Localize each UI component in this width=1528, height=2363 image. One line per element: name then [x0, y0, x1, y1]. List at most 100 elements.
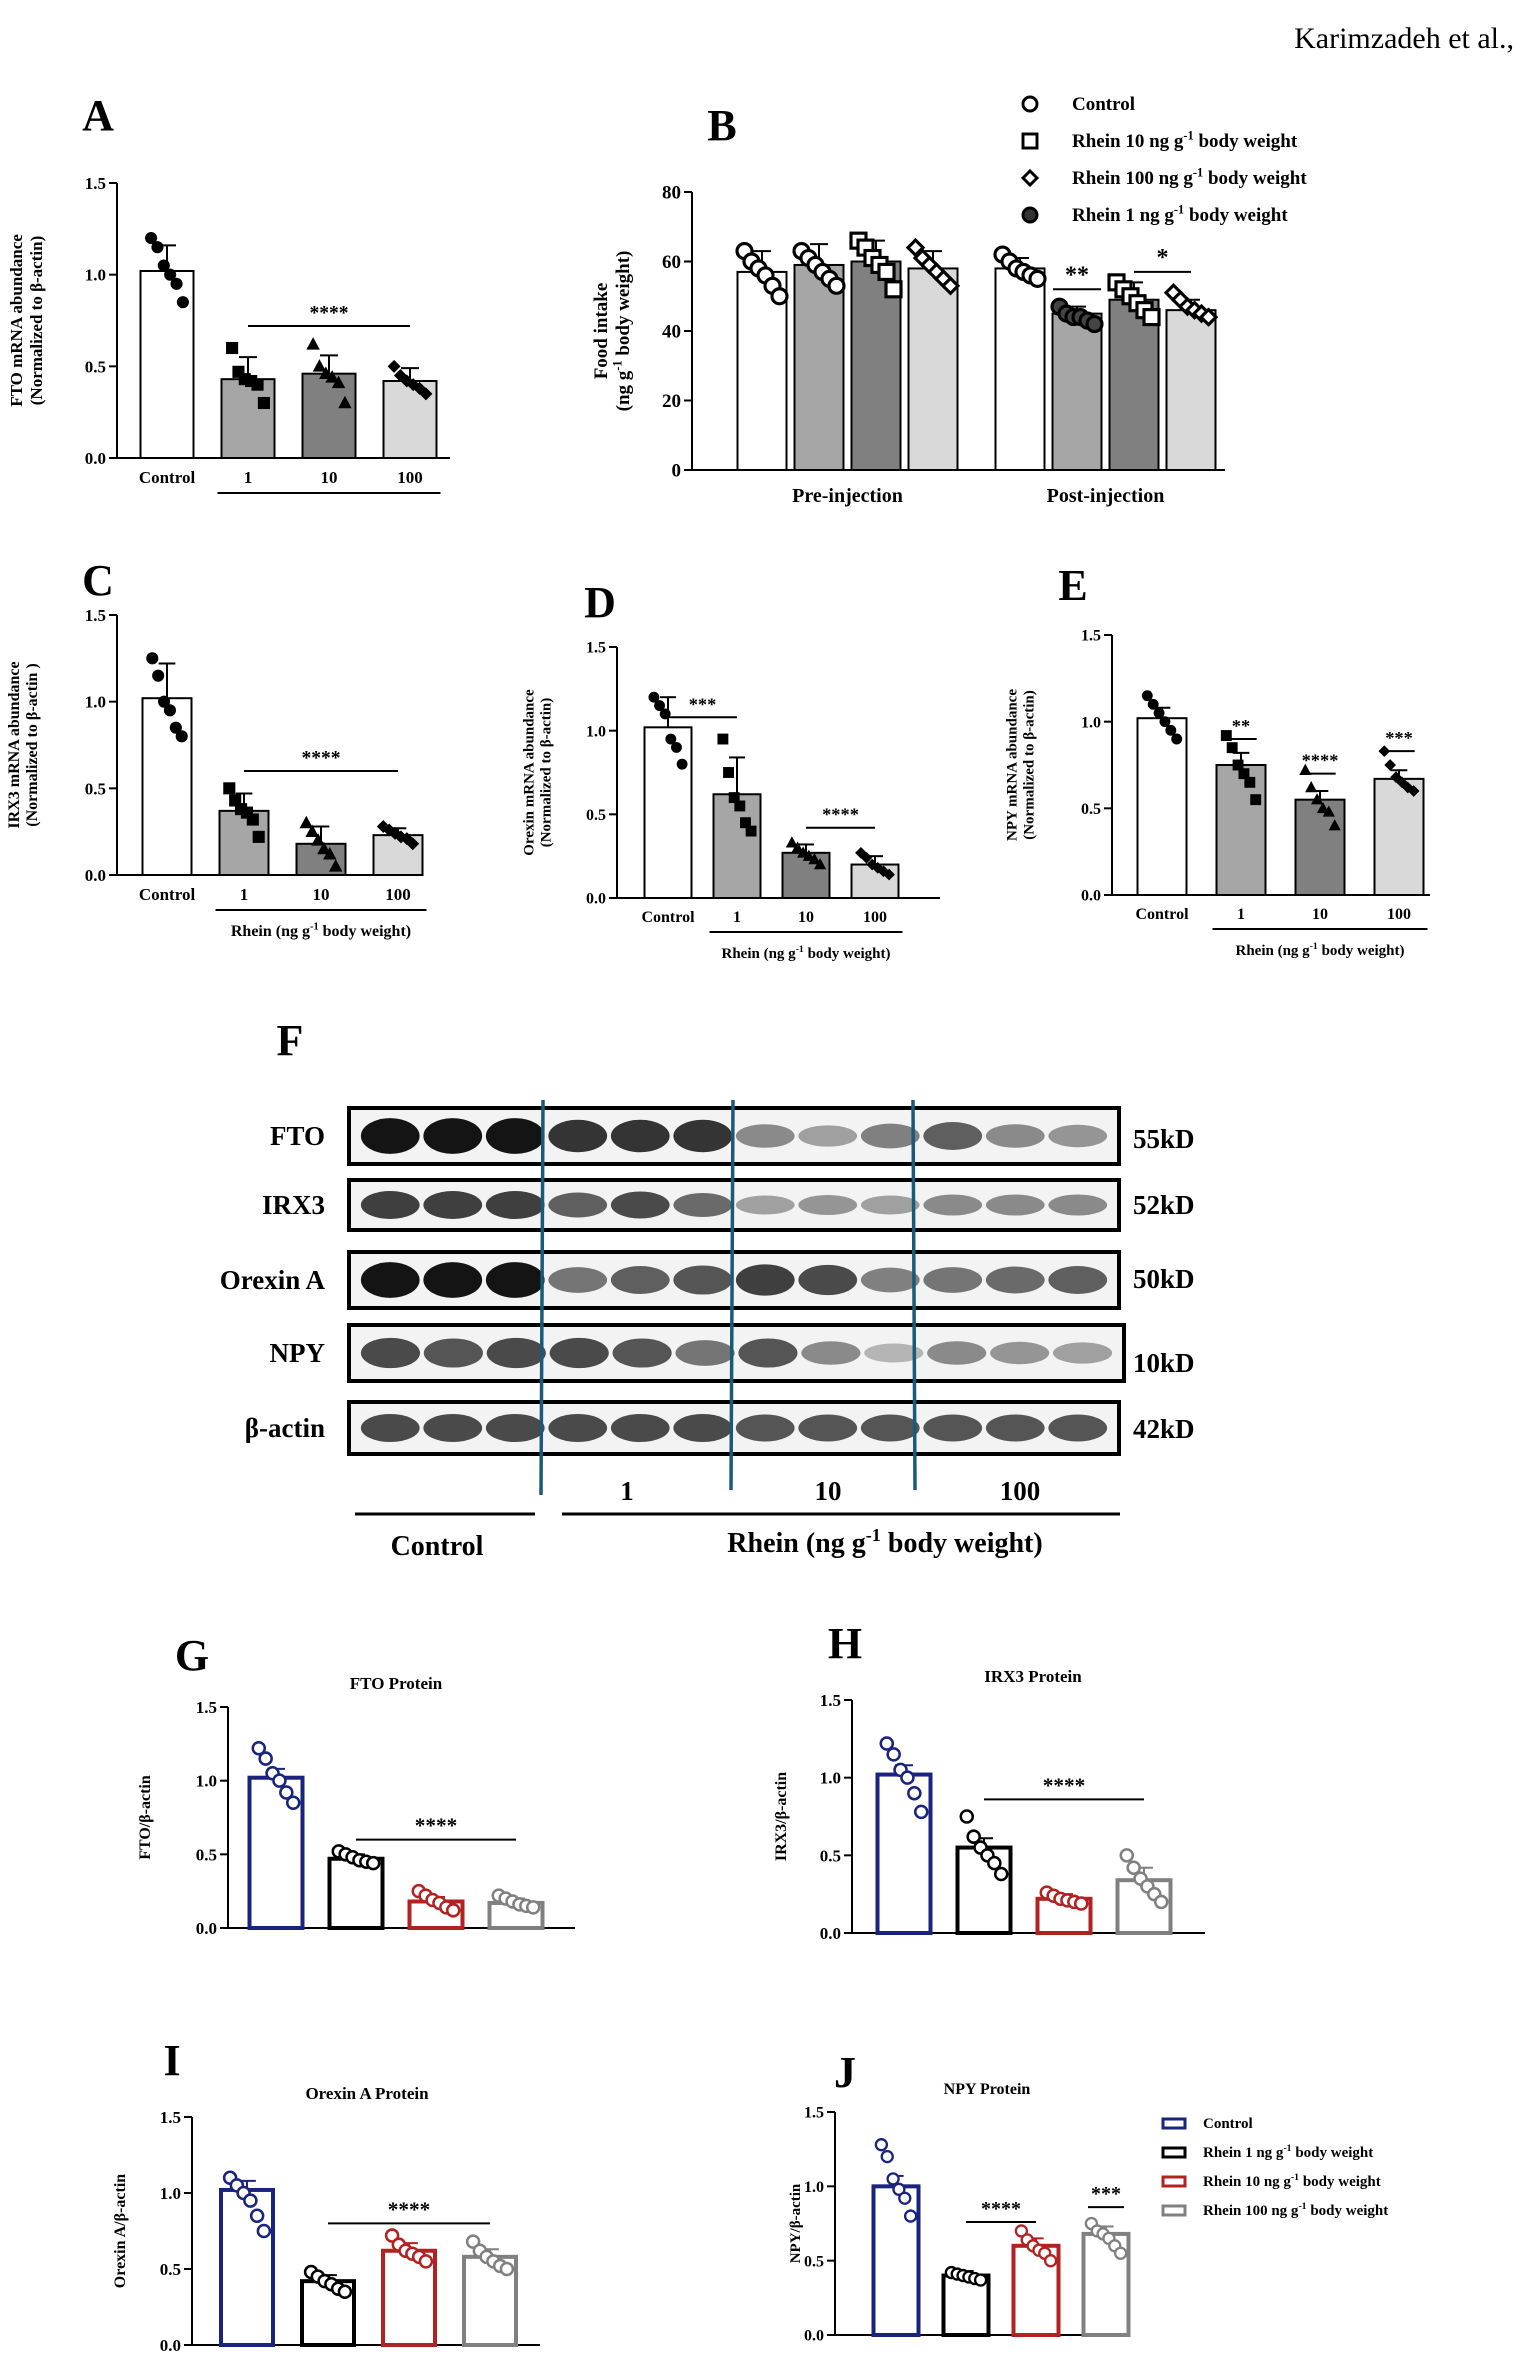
- blot-band: [1048, 1194, 1108, 1216]
- data-point: [987, 1855, 1002, 1871]
- x-axis-label: Rhein (ng g-1 body weight): [231, 922, 411, 940]
- legend-label: Rhein 10 ng g-1 body weight: [1072, 128, 1298, 152]
- blot-band: [610, 1413, 670, 1443]
- size-label: 55kD: [1133, 1124, 1195, 1154]
- data-point: [317, 841, 331, 855]
- legend-label-tail: body weight: [1292, 2145, 1374, 2161]
- blot-group-label: 100: [1000, 1476, 1041, 1506]
- data-point: [1126, 1860, 1141, 1876]
- y-axis-label: NPY/β-actin: [788, 2183, 804, 2263]
- significance-label: ****: [388, 2197, 431, 2221]
- data-point: [665, 733, 677, 745]
- chart-title: FTO Protein: [350, 1674, 443, 1693]
- blot-band: [860, 1195, 920, 1215]
- blot-band: [548, 1192, 608, 1218]
- data-point: [257, 396, 270, 410]
- lane-divider: [729, 1099, 735, 1491]
- bar: [218, 809, 270, 876]
- blot-row: Orexin A 50kD: [220, 1250, 1195, 1310]
- y-tick-label: 1.0: [160, 2184, 181, 2203]
- data-point: [312, 359, 327, 372]
- data-point: [973, 2273, 988, 2287]
- blot-band: [673, 1265, 733, 1295]
- blot-rhein-label: Rhein (ng g-1 body weight): [727, 1525, 1042, 1559]
- x-tick-label: 100: [1387, 906, 1411, 923]
- legend-swatch: [1161, 2117, 1187, 2130]
- data-point: [1390, 771, 1402, 783]
- data-point: [164, 268, 177, 281]
- y-axis-label: IRX3 mRNA abundance: [6, 661, 23, 828]
- data-point: [258, 1751, 273, 1766]
- data-point: [770, 287, 789, 306]
- data-point: [886, 1747, 901, 1762]
- bar: [875, 1772, 933, 1936]
- y-axis-label: NPY mRNA abundance: [1004, 689, 1020, 841]
- size-label: 10kD: [1133, 1348, 1195, 1378]
- data-point: [1159, 716, 1171, 728]
- data-point: [176, 296, 189, 309]
- y-axis-label: (Normalized to β-actin ): [24, 663, 41, 827]
- data-point: [723, 767, 734, 778]
- panel-a: 0.0 0.5 1.0 1.5 FTO mRNA abundance (Normalize…: [7, 174, 450, 494]
- data-point: [365, 1855, 381, 1871]
- blot-row: IRX3 52kD: [262, 1178, 1195, 1232]
- data-point: [898, 2191, 912, 2205]
- blot-band: [485, 1118, 545, 1154]
- x-axis-label-tail: body weight): [804, 946, 891, 962]
- blot-band: [985, 1124, 1045, 1148]
- bar: [1011, 2243, 1061, 2338]
- data-point: [337, 2284, 353, 2300]
- data-point: [1220, 730, 1232, 741]
- data-point: [814, 858, 827, 870]
- blot-band: [1048, 1266, 1108, 1294]
- data-point: [252, 830, 265, 843]
- y-tick-label: 1.0: [820, 1769, 841, 1788]
- blot-band: [673, 1193, 733, 1217]
- data-point: [802, 849, 815, 861]
- y-axis-label: FTO/β-actin: [137, 1775, 154, 1860]
- panel-letter: D: [584, 578, 616, 627]
- significance-label: ****: [1043, 1773, 1086, 1797]
- bar: [327, 1856, 385, 1930]
- blot-band: [1052, 1342, 1113, 1364]
- y-tick-label: 1.5: [196, 1698, 217, 1717]
- data-point: [785, 836, 798, 848]
- bar: [1165, 309, 1217, 471]
- panel-c: 0.0 0.5 1.0 1.5 IRX3 mRNA abundance (Normaliz…: [6, 606, 427, 940]
- blot-band: [360, 1337, 421, 1369]
- blot-band: [923, 1414, 983, 1442]
- legend-label-exp: -1: [1291, 2172, 1299, 2183]
- bar: [1215, 764, 1267, 896]
- y-tick-label: 80: [662, 183, 681, 204]
- x-tick-label: Control: [1135, 906, 1189, 923]
- panel-i: 0.0 0.5 1.0 1.5 Orexin A/β-actin Orexin A Pro…: [112, 2084, 540, 2355]
- blot-band: [990, 1341, 1050, 1365]
- blot-band: [485, 1262, 545, 1298]
- y-tick-label: 1.0: [1081, 714, 1101, 731]
- blot-band: [985, 1194, 1045, 1216]
- data-point: [648, 691, 660, 703]
- data-point: [1153, 707, 1165, 719]
- y-tick-label: 0.5: [1081, 801, 1101, 818]
- bar: [219, 2187, 275, 2347]
- data-point: [249, 2208, 265, 2224]
- significance-label: ***: [689, 694, 717, 714]
- data-point: [879, 1736, 895, 1751]
- legend-label-exp: -1: [1283, 2143, 1291, 2154]
- data-point: [791, 841, 804, 853]
- data-point: [903, 2209, 918, 2223]
- x-axis-label-main: Rhein (ng g: [1236, 943, 1311, 959]
- data-point: [827, 276, 846, 295]
- data-point: [170, 277, 183, 290]
- bar: [220, 378, 276, 459]
- legend-label-main: Rhein 10 ng g: [1203, 2174, 1291, 2190]
- bar: [1294, 798, 1346, 897]
- data-point: [1171, 733, 1183, 745]
- blot-rhein-label-tail: body weight): [881, 1528, 1043, 1559]
- bar: [793, 263, 845, 471]
- blot-band: [360, 1413, 420, 1443]
- data-point: [728, 792, 740, 804]
- data-point: [1384, 759, 1397, 771]
